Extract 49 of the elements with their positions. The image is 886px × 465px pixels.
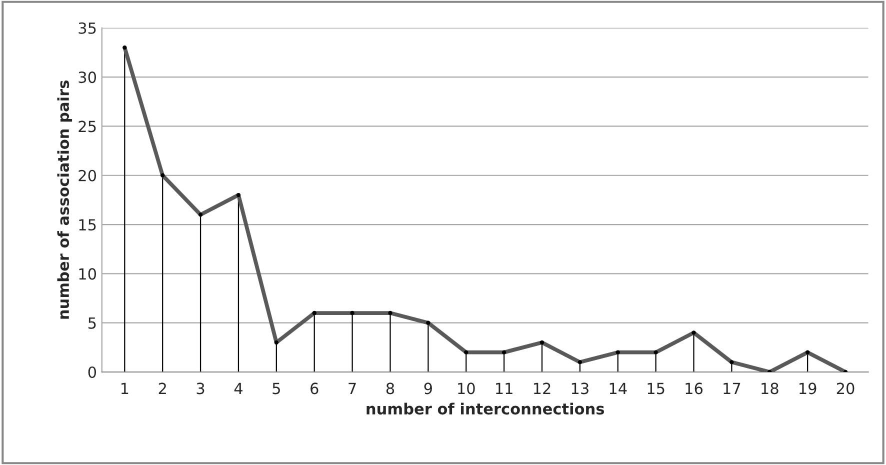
point bbox=[350, 310, 354, 316]
y-tick-label: 15 bbox=[79, 219, 96, 231]
point bbox=[198, 212, 203, 217]
point bbox=[805, 350, 810, 354]
x-axis-title: number of interconnections bbox=[366, 402, 604, 415]
x-tick-label: 12 bbox=[534, 382, 550, 394]
x-tick-label: 17 bbox=[724, 382, 740, 394]
point bbox=[654, 350, 658, 354]
point bbox=[578, 360, 582, 364]
x-tick-label: 20 bbox=[836, 382, 854, 394]
point bbox=[730, 360, 734, 364]
point bbox=[616, 350, 620, 354]
point bbox=[540, 340, 544, 345]
y-tick-label: 35 bbox=[78, 22, 96, 34]
x-tick-label: 13 bbox=[572, 382, 588, 394]
x-tick-label: 5 bbox=[272, 382, 280, 394]
y-tick-label: 30 bbox=[78, 72, 96, 84]
y-tick-label: 20 bbox=[78, 170, 96, 182]
y-tick-label: 0 bbox=[88, 366, 96, 378]
x-tick-label: 16 bbox=[686, 382, 703, 394]
point bbox=[426, 320, 430, 325]
point bbox=[160, 173, 165, 178]
y-tick-label: 25 bbox=[78, 120, 96, 132]
x-tick-label: 11 bbox=[496, 382, 512, 394]
x-tick-label: 1 bbox=[121, 382, 128, 394]
x-tick-label: 8 bbox=[386, 382, 394, 394]
x-tick-label: 2 bbox=[158, 382, 166, 394]
point bbox=[274, 340, 278, 345]
x-tick-label: 3 bbox=[196, 382, 204, 394]
point bbox=[692, 330, 696, 335]
point bbox=[312, 310, 316, 316]
y-tick-label: 5 bbox=[88, 318, 96, 329]
point bbox=[464, 350, 468, 354]
line-series bbox=[122, 46, 848, 372]
x-tick-label: 14 bbox=[610, 382, 627, 394]
x-tick-label: 4 bbox=[234, 382, 242, 394]
x-tick-label: 10 bbox=[458, 382, 475, 394]
x-tick-label: 15 bbox=[648, 382, 664, 394]
x-tick-label: 6 bbox=[310, 382, 318, 394]
y-axis-title: number of association pairs bbox=[57, 80, 72, 319]
y-tick-label: 10 bbox=[79, 268, 96, 280]
x-tick-label: 7 bbox=[348, 382, 356, 394]
point bbox=[236, 192, 241, 198]
point bbox=[122, 45, 127, 50]
point bbox=[388, 310, 392, 316]
point bbox=[502, 350, 506, 354]
x-tick-label: 9 bbox=[424, 382, 432, 394]
x-tick-label: 19 bbox=[800, 382, 816, 394]
x-tick-label: 18 bbox=[762, 382, 778, 394]
